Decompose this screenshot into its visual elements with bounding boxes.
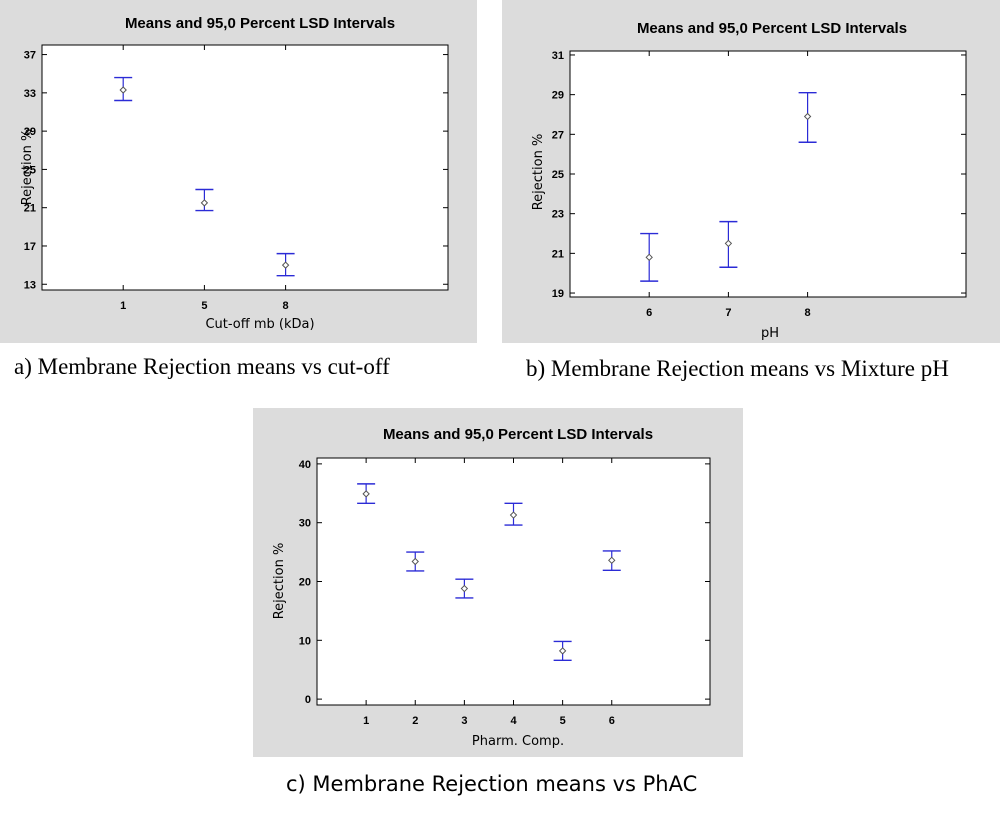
y-axis-label-c: Rejection % xyxy=(272,543,287,620)
y-tick-label-a-3: 25 xyxy=(24,164,36,176)
x-tick-label-c-4: 5 xyxy=(560,715,566,727)
mean-point-c-0 xyxy=(362,490,370,498)
mean-point-a-1 xyxy=(200,199,209,207)
y-tick-label-a-0: 13 xyxy=(24,279,36,291)
plot-area-a xyxy=(41,44,449,291)
y-tick-label-a-5: 33 xyxy=(24,88,36,100)
y-tick-label-a-6: 37 xyxy=(24,50,36,62)
chart-panel-c: Means and 95,0 Percent LSD Intervals 0 10… xyxy=(253,408,743,757)
x-axis-label-b: pH xyxy=(761,326,779,341)
x-tick-label-a-0: 1 xyxy=(120,300,126,312)
x-tick-label-c-5: 6 xyxy=(609,715,615,727)
y-tick-label-a-2: 21 xyxy=(24,203,36,215)
y-tick-label-b-5: 29 xyxy=(552,90,564,102)
plot-area-b xyxy=(569,50,967,298)
caption-c: c) Membrane Rejection means vs PhAC xyxy=(286,772,698,796)
chart-title-b: Means and 95,0 Percent LSD Intervals xyxy=(637,20,907,37)
y-tick-label-c-4: 40 xyxy=(299,459,311,471)
y-axis-label-b: Rejection % xyxy=(531,134,546,211)
mean-point-c-4 xyxy=(558,647,567,655)
mean-point-c-2 xyxy=(460,584,469,593)
caption-a: a) Membrane Rejection means vs cut-off xyxy=(14,354,390,379)
y-tick-label-b-1: 21 xyxy=(552,248,564,260)
chart-panel-b: Means and 95,0 Percent LSD Intervals 19 2… xyxy=(502,0,1000,343)
x-tick-label-c-1: 2 xyxy=(412,715,418,727)
x-tick-label-a-1: 5 xyxy=(201,300,207,312)
y-tick-label-c-1: 10 xyxy=(299,635,311,647)
chart-svg-b: Means and 95,0 Percent LSD Intervals 19 2… xyxy=(531,20,967,341)
plot-area-c xyxy=(316,457,711,706)
x-tick-label-b-0: 6 xyxy=(646,307,652,319)
x-tick-label-a-2: 8 xyxy=(283,300,289,312)
x-axis-label-c: Pharm. Comp. xyxy=(472,734,564,749)
y-tick-label-c-0: 0 xyxy=(305,694,311,706)
y-tick-label-b-2: 23 xyxy=(552,209,564,221)
y-axis-label-a: Rejection % xyxy=(20,129,35,206)
caption-b: b) Membrane Rejection means vs Mixture p… xyxy=(526,356,949,381)
x-axis-label-a: Cut-off mb (kDa) xyxy=(205,317,314,332)
x-tick-label-c-0: 1 xyxy=(363,715,369,727)
mean-point-a-0 xyxy=(119,86,127,94)
chart-panel-a: Means and 95,0 Percent LSD Intervals 13 1… xyxy=(0,0,477,343)
x-tick-label-b-1: 7 xyxy=(725,307,731,319)
y-tick-label-c-3: 30 xyxy=(299,518,311,530)
mean-point-c-5 xyxy=(608,556,616,565)
mean-point-c-3 xyxy=(509,511,518,519)
y-tick-label-a-4: 29 xyxy=(24,126,36,138)
chart-title-c: Means and 95,0 Percent LSD Intervals xyxy=(383,426,653,443)
mean-point-c-1 xyxy=(411,557,419,566)
y-tick-label-a-1: 17 xyxy=(24,241,36,253)
chart-title-a: Means and 95,0 Percent LSD Intervals xyxy=(125,15,395,32)
y-tick-label-b-6: 31 xyxy=(552,50,564,62)
y-tick-label-b-3: 25 xyxy=(552,169,564,181)
x-tick-label-c-3: 4 xyxy=(510,715,517,727)
chart-svg-a: Means and 95,0 Percent LSD Intervals 13 1… xyxy=(20,15,449,332)
mean-point-b-0 xyxy=(645,253,653,262)
y-tick-label-b-4: 27 xyxy=(552,129,564,141)
mean-point-a-2 xyxy=(281,261,290,269)
mean-point-b-2 xyxy=(803,112,812,121)
mean-point-b-1 xyxy=(724,239,733,248)
x-tick-label-b-2: 8 xyxy=(805,307,811,319)
y-tick-label-c-2: 20 xyxy=(299,577,311,589)
chart-svg-c: Means and 95,0 Percent LSD Intervals 0 10… xyxy=(272,426,711,749)
x-tick-label-c-2: 3 xyxy=(461,715,467,727)
y-tick-label-b-0: 19 xyxy=(552,288,564,300)
